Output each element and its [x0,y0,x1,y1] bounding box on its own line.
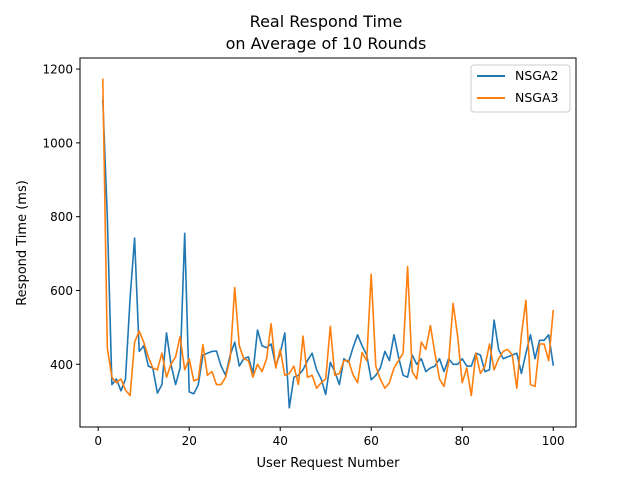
x-tick-label: 0 [94,434,102,448]
x-tick-label: 60 [364,434,379,448]
x-tick-label: 100 [542,434,565,448]
x-axis-label: User Request Number [257,456,401,471]
y-tick-label: 1000 [42,136,73,150]
chart-title-line-2: on Average of 10 Rounds [226,34,427,53]
series-layer [101,78,555,409]
x-tick-label: 40 [273,434,288,448]
legend-label-nsga3: NSGA3 [515,90,558,105]
x-tick-label: 80 [455,434,470,448]
legend-label-nsga2: NSGA2 [515,68,558,83]
plot-frame [79,57,577,428]
y-tick-label: 800 [50,210,73,224]
series-line-nsga2 [101,99,555,409]
y-tick-label: 1200 [42,63,73,77]
y-axis-ticks: 400 600 800 1000 1200 [42,63,80,372]
y-axis-label: Respond Time (ms) [15,180,30,306]
legend: NSGA2 NSGA3 [470,64,571,113]
y-tick-label: 400 [50,358,73,372]
chart-title-line-1: Real Respond Time [250,12,403,31]
y-tick-label: 600 [50,284,73,298]
x-axis-ticks: 0 20 40 60 80 100 [94,427,565,448]
x-tick-label: 20 [182,434,197,448]
plot-area: 0 20 40 60 80 100 400 600 800 1000 1200 [42,57,577,448]
series-line-nsga3 [101,78,555,397]
